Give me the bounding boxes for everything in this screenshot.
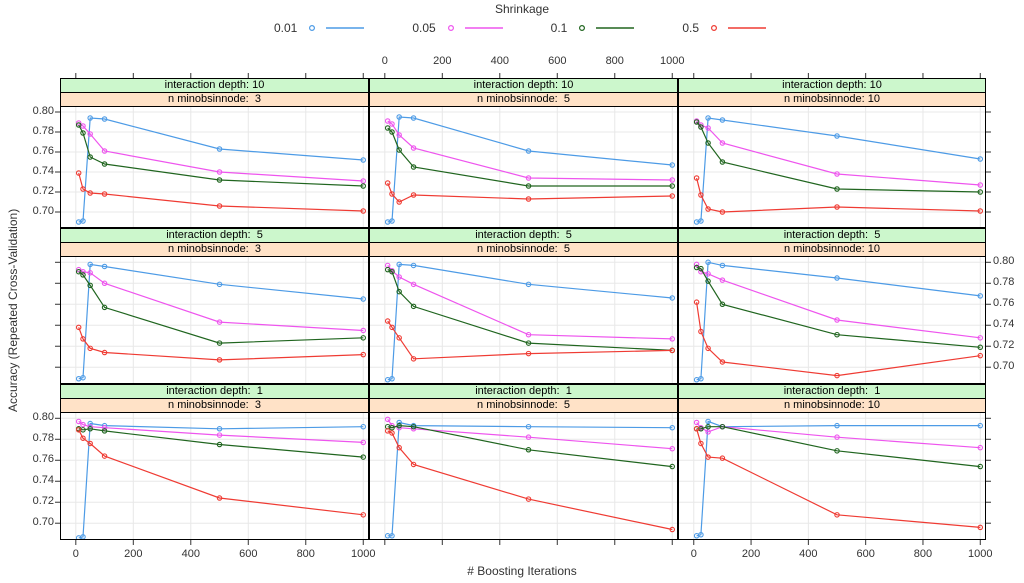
strip-n-minobsinnode: n minobsinnode: 10 — [678, 92, 986, 106]
y-tick-label: 0.80 — [32, 411, 54, 424]
legend-line-sample-icon — [579, 24, 635, 32]
x-tick-label: 800 — [296, 548, 315, 560]
strip-n-minobsinnode: n minobsinnode: 10 — [678, 242, 986, 256]
strip-n-minobsinnode: n minobsinnode: 10 — [678, 398, 986, 412]
x-tick-label: 200 — [124, 548, 143, 560]
panel-cell-r1c2: interaction depth: 10 n minobsinnode: 5 — [369, 78, 678, 228]
y-tick-label: 0.78 — [993, 276, 1015, 289]
x-tick-label: 600 — [239, 548, 258, 560]
legend: Shrinkage 0.01 0.05 0.1 0.5 — [0, 2, 1024, 35]
y-tick-label: 0.72 — [32, 185, 54, 197]
legend-entry: 0.5 — [682, 21, 770, 35]
strip-interaction-depth: interaction depth: 10 — [369, 78, 678, 92]
legend-line-sample-icon — [711, 24, 767, 32]
panel-plot-r2c2 — [369, 256, 678, 384]
strip-n-minobsinnode: n minobsinnode: 3 — [60, 92, 369, 106]
x-tick-label: 400 — [181, 548, 200, 560]
y-tick-label: 0.76 — [32, 145, 54, 157]
x-tick-label: 0 — [381, 55, 388, 67]
x-tick-label: 800 — [913, 548, 933, 560]
legend-entry: 0.1 — [551, 21, 639, 35]
y-tick-label: 0.80 — [32, 105, 54, 117]
strip-interaction-depth: interaction depth: 10 — [678, 78, 986, 92]
strip-interaction-depth: interaction depth: 1 — [60, 384, 369, 398]
y-tick-label: 0.70 — [993, 360, 1015, 373]
y-tick-label: 0.74 — [993, 318, 1015, 331]
x-tick-label: 1000 — [968, 548, 993, 560]
legend-entry-label: 0.05 — [412, 21, 436, 35]
y-tick-label: 0.72 — [32, 495, 54, 508]
y-tick-label: 0.76 — [993, 297, 1015, 310]
legend-line-sample-icon — [309, 24, 365, 32]
panel-cell-r1c1: interaction depth: 10 n minobsinnode: 3 — [60, 78, 369, 228]
y-tick-label: 0.70 — [32, 516, 54, 529]
y-tick-label: 0.80 — [993, 255, 1015, 268]
legend-line-sample-icon — [447, 24, 503, 32]
x-tick-label: 600 — [548, 55, 567, 67]
y-axis-title: Accuracy (Repeated Cross-Validation) — [6, 208, 20, 412]
y-tick-label: 0.70 — [32, 205, 54, 217]
panel-plot-r3c1 — [60, 412, 369, 540]
panel-cell-r1c3: interaction depth: 10 n minobsinnode: 10 — [678, 78, 986, 228]
y-tick-label: 0.72 — [993, 339, 1015, 352]
strip-interaction-depth: interaction depth: 5 — [369, 228, 678, 242]
strip-interaction-depth: interaction depth: 5 — [60, 228, 369, 242]
panel-plot-r1c3 — [678, 106, 986, 228]
x-tick-label: 800 — [605, 55, 624, 67]
x-tick-label: 200 — [741, 548, 761, 560]
legend-entry-label: 0.01 — [273, 21, 298, 35]
x-tick-label: 0 — [72, 548, 79, 560]
x-tick-label: 400 — [799, 548, 818, 560]
y-tick-label: 0.74 — [32, 165, 54, 177]
x-tick-label: 1000 — [660, 55, 685, 67]
legend-entry-label: 0.5 — [682, 21, 700, 35]
legend-entry: 0.01 — [274, 21, 368, 35]
x-tick-label: 0 — [690, 548, 697, 560]
strip-n-minobsinnode: n minobsinnode: 5 — [369, 398, 678, 412]
x-tick-label: 200 — [433, 55, 452, 67]
panel-plot-r2c1 — [60, 256, 369, 384]
panel-plot-r1c2 — [369, 106, 678, 228]
strip-n-minobsinnode: n minobsinnode: 5 — [369, 92, 678, 106]
strip-n-minobsinnode: n minobsinnode: 3 — [60, 398, 369, 412]
strip-n-minobsinnode: n minobsinnode: 5 — [369, 242, 678, 256]
panel-plot-r1c1 — [60, 106, 369, 228]
panel-plot-r3c3 — [678, 412, 986, 540]
y-tick-label: 0.76 — [32, 453, 54, 466]
strip-interaction-depth: interaction depth: 10 — [60, 78, 369, 92]
y-tick-label: 0.78 — [32, 432, 54, 445]
panel-plot-r3c2 — [369, 412, 678, 540]
panel-plot-r2c3 — [678, 256, 986, 384]
strip-interaction-depth: interaction depth: 1 — [678, 384, 986, 398]
x-tick-label: 400 — [490, 55, 509, 67]
strip-interaction-depth: interaction depth: 1 — [369, 384, 678, 398]
legend-entries: 0.01 0.05 0.1 0.5 — [0, 21, 1024, 35]
strip-interaction-depth: interaction depth: 5 — [678, 228, 986, 242]
x-tick-label: 1000 — [351, 548, 376, 560]
legend-title: Shrinkage — [494, 2, 550, 16]
x-axis-title: # Boosting Iterations — [467, 564, 577, 578]
y-tick-label: 0.78 — [32, 125, 54, 137]
x-tick-label: 600 — [856, 548, 875, 560]
legend-entry-label: 0.1 — [550, 21, 568, 35]
y-tick-label: 0.74 — [32, 474, 54, 487]
legend-entry: 0.05 — [412, 21, 506, 35]
strip-n-minobsinnode: n minobsinnode: 3 — [60, 242, 369, 256]
